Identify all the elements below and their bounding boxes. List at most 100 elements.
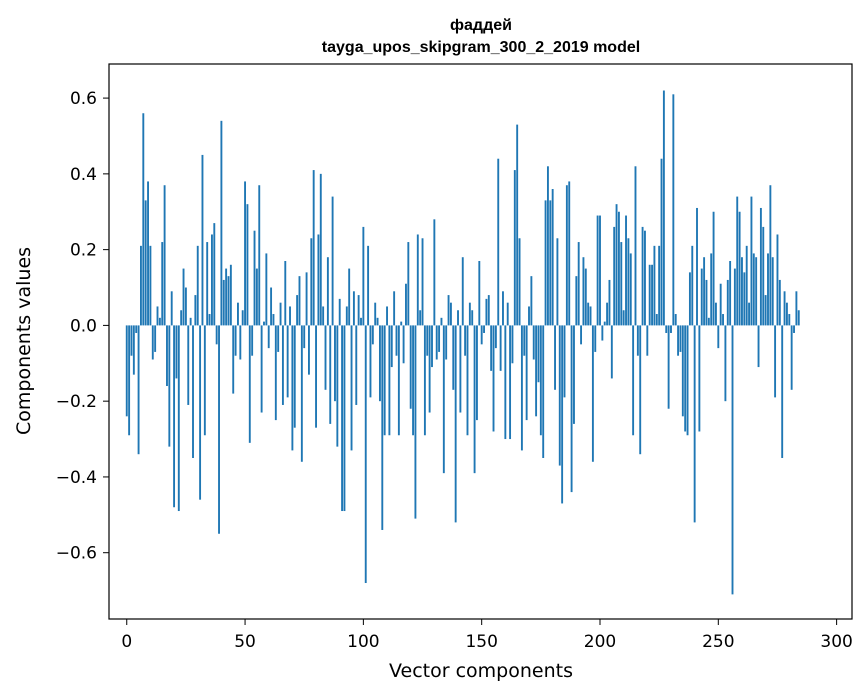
bar-54 (253, 230, 256, 326)
bar-14 (158, 317, 161, 326)
bar-147 (473, 325, 476, 474)
bar-213 (629, 253, 632, 326)
bar-99 (360, 317, 362, 326)
bar-9 (147, 181, 149, 326)
bar-78 (310, 238, 313, 326)
bar-165 (516, 124, 519, 326)
bar-105 (374, 302, 377, 326)
bar-248 (712, 211, 715, 326)
bar-126 (423, 325, 426, 436)
bar-19 (170, 291, 173, 326)
bar-34 (206, 242, 209, 326)
bar-15 (161, 242, 164, 326)
bar-107 (378, 325, 381, 402)
bar-227 (662, 90, 665, 326)
bar-3 (132, 325, 135, 375)
y-tick-label: 0.2 (70, 241, 97, 261)
y-tick-label: 0.4 (70, 165, 97, 185)
bar-93 (345, 306, 348, 326)
bar-152 (485, 298, 488, 326)
bar-117 (402, 325, 405, 364)
bar-90 (338, 298, 341, 326)
bar-230 (670, 325, 672, 333)
bar-13 (156, 306, 159, 326)
bar-21 (175, 325, 178, 379)
bar-241 (696, 207, 698, 326)
bar-223 (653, 245, 656, 326)
bar-37 (213, 223, 216, 326)
bar-204 (608, 279, 611, 326)
bar-171 (530, 276, 533, 326)
bar-214 (632, 325, 635, 436)
bar-129 (431, 325, 433, 368)
bar-47 (237, 302, 239, 326)
bar-189 (573, 325, 575, 424)
bar-131 (435, 325, 438, 360)
bar-49 (241, 310, 244, 326)
bar-224 (655, 314, 658, 326)
bar-229 (667, 325, 670, 409)
bar-163 (511, 325, 514, 364)
bar-175 (539, 325, 542, 436)
y-tick-label: −0.6 (56, 544, 97, 564)
bar-263 (748, 302, 751, 326)
bar-87 (331, 196, 334, 326)
bar-56 (258, 185, 261, 326)
bar-169 (525, 325, 528, 421)
bar-182 (556, 238, 559, 326)
bar-179 (549, 200, 552, 326)
bar-210 (622, 310, 625, 326)
chart-title-line-1: фаддей (450, 17, 512, 34)
y-tick-label: 0.0 (70, 316, 97, 336)
bar-123 (416, 234, 419, 326)
bar-42 (225, 268, 228, 326)
bar-206 (613, 226, 616, 326)
bar-72 (296, 295, 299, 326)
bar-238 (688, 272, 691, 326)
chart-title-line-2: tayga_upos_skipgram_300_2_2019 model (322, 39, 640, 56)
bar-76 (305, 272, 308, 326)
bar-116 (400, 321, 403, 326)
bar-108 (381, 325, 384, 530)
bar-80 (315, 325, 317, 428)
bar-143 (464, 325, 467, 356)
bar-115 (397, 325, 400, 436)
bar-118 (405, 283, 407, 326)
bar-183 (558, 325, 561, 466)
bar-221 (648, 264, 651, 326)
bar-122 (414, 325, 417, 519)
bar-142 (461, 257, 464, 326)
bar-23 (180, 310, 183, 326)
bar-277 (781, 325, 784, 458)
bar-166 (518, 238, 521, 326)
bar-267 (757, 325, 760, 368)
x-tick-label: 50 (234, 632, 256, 652)
bar-6 (140, 245, 142, 326)
bar-29 (194, 295, 197, 326)
bar-33 (203, 325, 206, 436)
bar-198 (594, 325, 597, 352)
bar-177 (544, 200, 547, 326)
bar-216 (636, 325, 639, 356)
bar-203 (606, 302, 609, 326)
bar-160 (504, 325, 507, 440)
bar-262 (745, 245, 748, 326)
bar-185 (563, 325, 566, 398)
bar-139 (454, 325, 457, 523)
bar-110 (386, 306, 388, 326)
bar-199 (596, 215, 599, 326)
bar-88 (334, 325, 336, 402)
bar-20 (173, 325, 176, 508)
bar-220 (646, 325, 649, 356)
bar-197 (591, 325, 594, 462)
bar-180 (551, 189, 554, 326)
bar-16 (163, 185, 166, 326)
bar-253 (724, 325, 727, 402)
bar-51 (246, 204, 249, 326)
bar-249 (714, 302, 717, 326)
x-tick-label: 300 (820, 632, 852, 652)
bar-53 (251, 325, 254, 356)
bar-218 (641, 226, 644, 326)
bar-27 (189, 317, 192, 326)
bar-255 (729, 261, 732, 326)
